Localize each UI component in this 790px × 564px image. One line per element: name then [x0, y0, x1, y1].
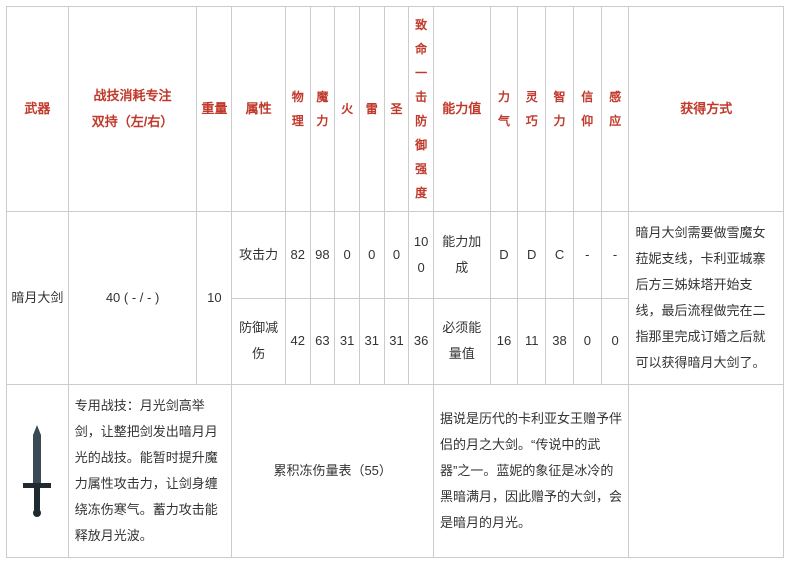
weapon-fp: 40 ( - / - ): [68, 212, 197, 385]
hdr-holy: 圣: [384, 7, 409, 212]
weapon-name: 暗月大剑: [7, 212, 69, 385]
skill-desc: 专用战技：月光剑高举剑，让整把剑发出暗月月光的战技。能暂时提升魔力属性攻击力，让…: [68, 385, 232, 558]
guard-label: 防御减伤: [232, 298, 286, 385]
scale-faith: -: [573, 212, 601, 299]
weapon-weight: 10: [197, 212, 232, 385]
req-int: 38: [546, 298, 574, 385]
attack-label: 攻击力: [232, 212, 286, 299]
atk-phys: 82: [285, 212, 310, 299]
scale-dex: D: [518, 212, 546, 299]
header-row: 武器 战技消耗专注 双持（左/右） 重量 属性 物理 魔力 火 雷 圣 致命一击…: [7, 7, 784, 212]
hdr-crit-top: 致命一击: [412, 13, 430, 109]
hdr-obtain: 获得方式: [629, 7, 784, 212]
hdr-faith: 信仰: [573, 7, 601, 212]
hdr-fire: 火: [335, 7, 360, 212]
grd-fire: 31: [335, 298, 360, 385]
hdr-attribute: 属性: [232, 7, 286, 212]
hdr-phys: 物理: [285, 7, 310, 212]
frost-buildup: 累积冻伤量表（55）: [232, 385, 434, 558]
hdr-ltng: 雷: [359, 7, 384, 212]
hdr-str: 力气: [490, 7, 518, 212]
hdr-dex: 灵巧: [518, 7, 546, 212]
atk-ltng: 0: [359, 212, 384, 299]
hdr-stat: 能力值: [433, 7, 490, 212]
hdr-weight: 重量: [197, 7, 232, 212]
scale-int: C: [546, 212, 574, 299]
grd-boost: 36: [409, 298, 434, 385]
hdr-crit: 致命一击 防御强度: [409, 7, 434, 212]
detail-row: 专用战技：月光剑高举剑，让整把剑发出暗月月光的战技。能暂时提升魔力属性攻击力，让…: [7, 385, 784, 558]
hdr-skill: 战技消耗专注 双持（左/右）: [68, 7, 197, 212]
atk-mag: 98: [310, 212, 335, 299]
atk-crit: 100: [409, 212, 434, 299]
req-str: 16: [490, 298, 518, 385]
hdr-mag: 魔力: [310, 7, 335, 212]
hdr-skill-top: 战技消耗专注: [72, 83, 194, 109]
hdr-crit-bottom: 防御强度: [412, 109, 430, 205]
grd-phys: 42: [285, 298, 310, 385]
weapon-stats-table: 武器 战技消耗专注 双持（左/右） 重量 属性 物理 魔力 火 雷 圣 致命一击…: [6, 6, 784, 558]
hdr-weapon: 武器: [7, 7, 69, 212]
attack-row: 暗月大剑 40 ( - / - ) 10 攻击力 82 98 0 0 0 100…: [7, 212, 784, 299]
scale-arc: -: [601, 212, 629, 299]
stat-req-label: 必须能量值: [433, 298, 490, 385]
hdr-skill-bottom: 双持（左/右）: [72, 109, 194, 135]
grd-mag: 63: [310, 298, 335, 385]
req-dex: 11: [518, 298, 546, 385]
stat-bonus-label: 能力加成: [433, 212, 490, 299]
hdr-arc: 感应: [601, 7, 629, 212]
hdr-int: 智力: [546, 7, 574, 212]
atk-holy: 0: [384, 212, 409, 299]
atk-fire: 0: [335, 212, 360, 299]
grd-holy: 31: [384, 298, 409, 385]
lore-text: 据说是历代的卡利亚女王赠予伴侣的月之大剑。“传说中的武器”之一。蓝妮的象征是冰冷…: [433, 385, 629, 558]
sword-icon: [11, 421, 63, 521]
obtain-text: 暗月大剑需要做雪魔女菈妮支线，卡利亚城寨后方三姊妹塔开始支线，最后流程做完在二指…: [629, 212, 784, 385]
weapon-image: [7, 385, 69, 558]
detail-empty: [629, 385, 784, 558]
grd-ltng: 31: [359, 298, 384, 385]
scale-str: D: [490, 212, 518, 299]
req-arc: 0: [601, 298, 629, 385]
req-faith: 0: [573, 298, 601, 385]
